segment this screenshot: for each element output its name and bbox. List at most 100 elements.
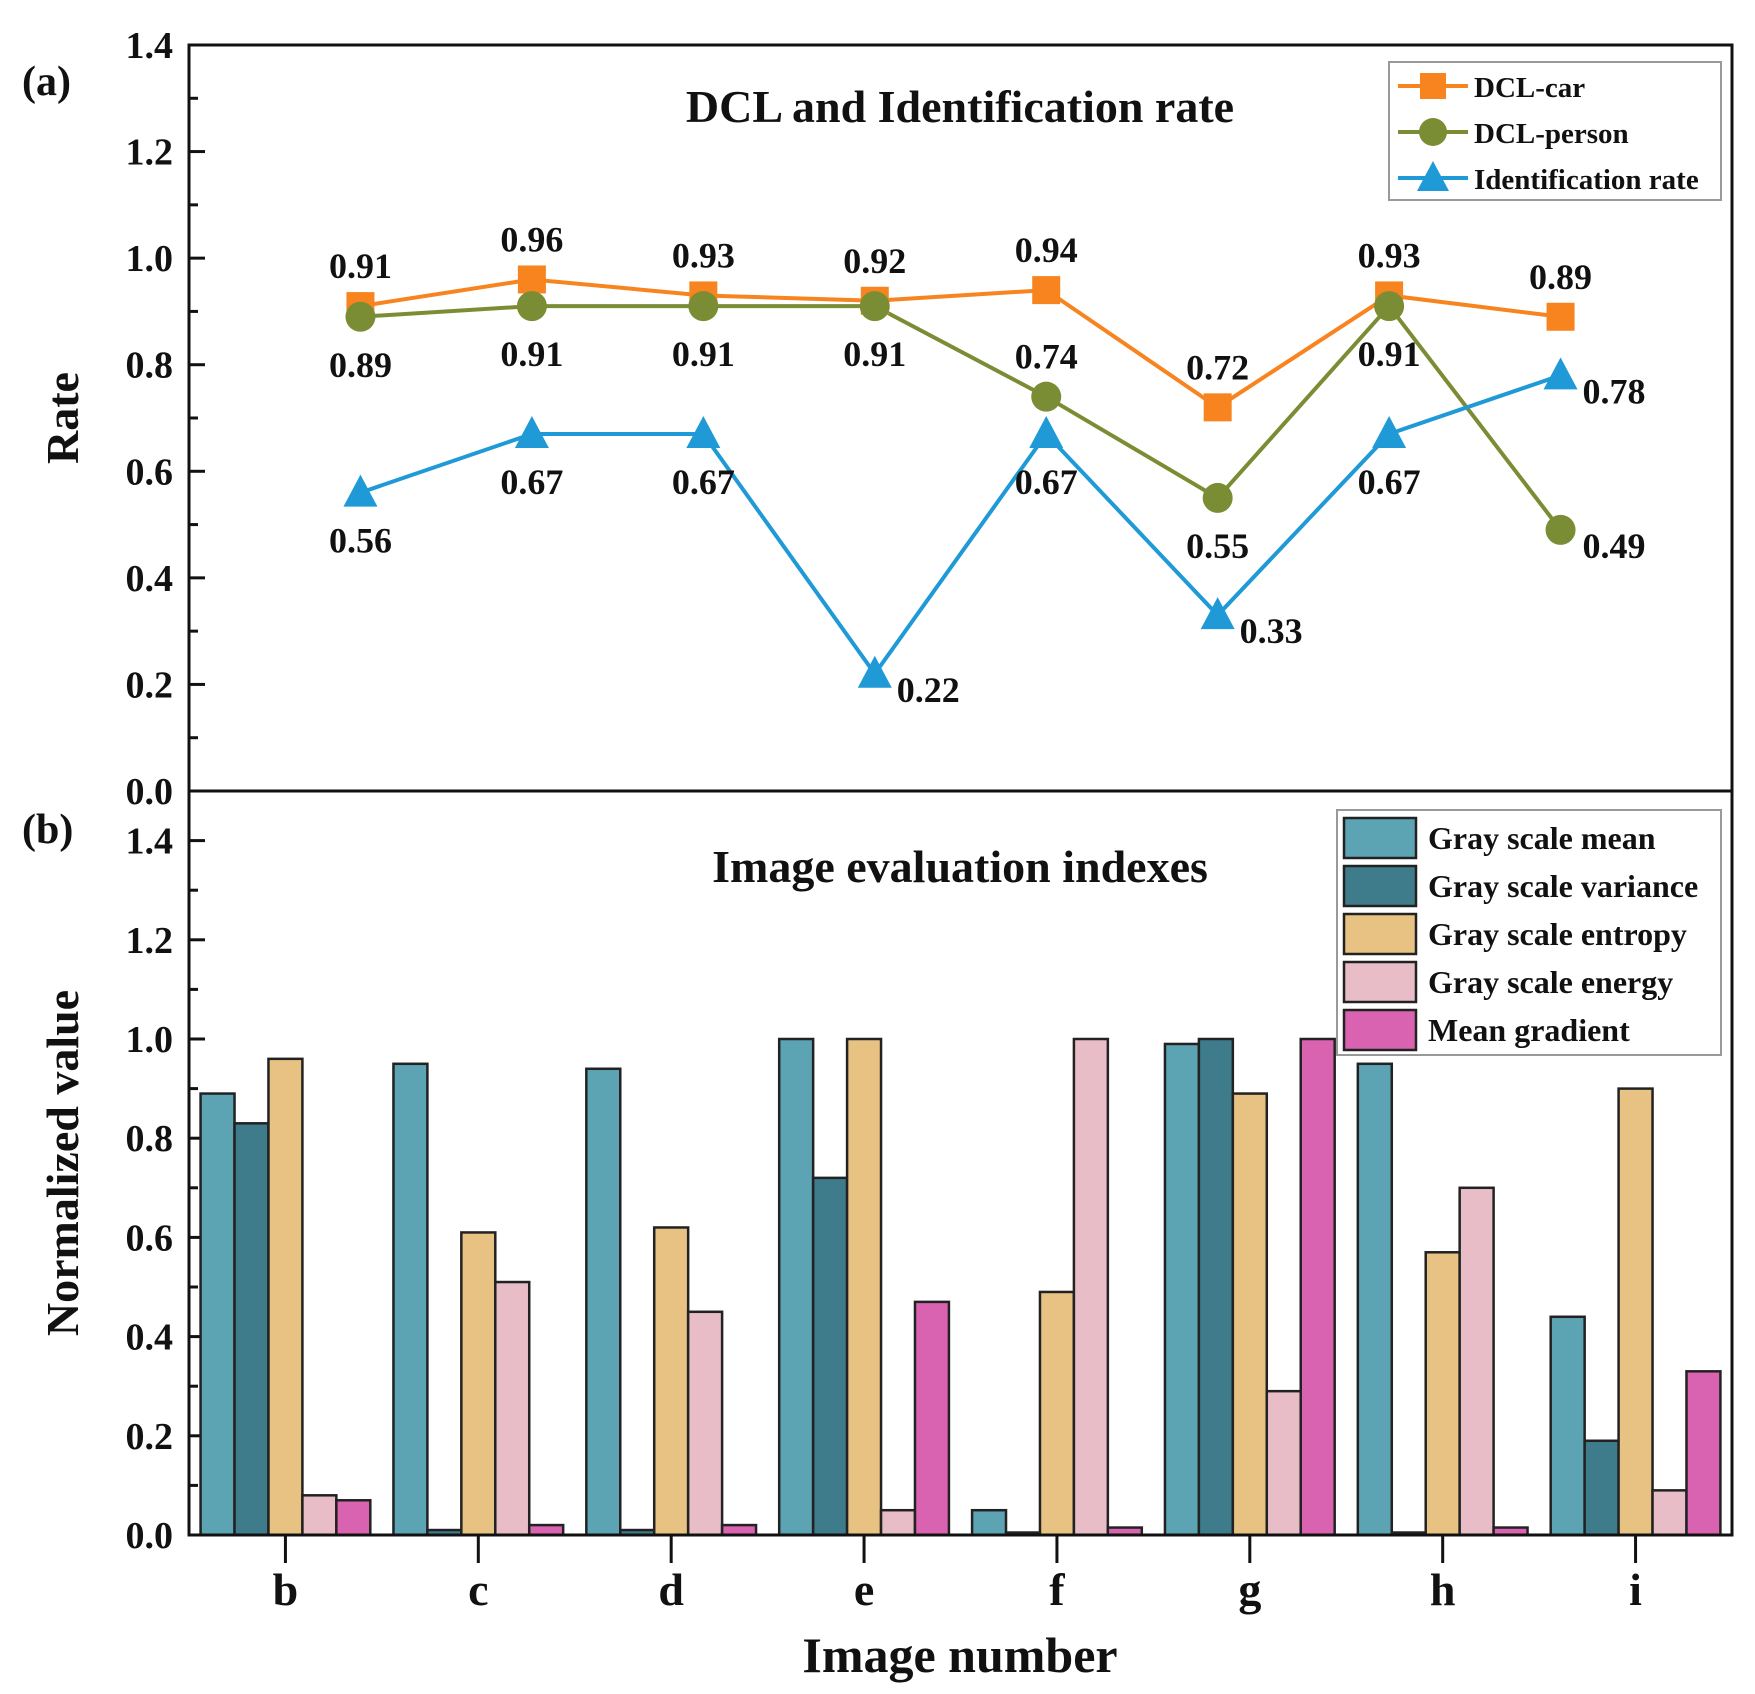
panel-a-y-axis-label: Rate xyxy=(37,372,88,464)
panel-b-bar-chart: 0.0 0.2 0.4 0.6 0.8 1.0 1.2 1.4 b c d e f g h i Gray sca… xyxy=(126,809,1722,1615)
data-point-dcl-car xyxy=(517,265,546,294)
panel-a-y-tick-label: 0.4 xyxy=(126,558,174,600)
data-point-identification-rate xyxy=(343,474,378,507)
legend-marker xyxy=(1419,118,1447,146)
data-label-dcl-car: 0.92 xyxy=(843,241,906,281)
data-point-dcl-person xyxy=(1202,482,1233,513)
data-label-identification-rate: 0.22 xyxy=(897,670,960,710)
legend-label: DCL-car xyxy=(1474,72,1585,104)
bar-gray-scale-variance xyxy=(1583,1439,1620,1537)
bar-gray-scale-entropy xyxy=(845,1037,883,1537)
data-label-dcl-car: 0.91 xyxy=(329,246,392,286)
data-label-dcl-person: 0.91 xyxy=(843,334,906,374)
panel-b-y-axis-label: Normalized value xyxy=(37,990,88,1336)
data-point-dcl-person xyxy=(1031,381,1062,412)
bar-gray-scale-energy xyxy=(879,1508,917,1537)
panel-b-legend: Gray scale mean Gray scale variance Gray s… xyxy=(1336,809,1722,1056)
data-label-dcl-person: 0.55 xyxy=(1186,526,1249,566)
data-label-dcl-car: 0.94 xyxy=(1015,230,1078,270)
bar-gray-scale-energy xyxy=(1072,1037,1110,1537)
bar-gray-scale-entropy xyxy=(460,1231,497,1537)
data-point-dcl-car xyxy=(1546,302,1575,331)
bar-gray-scale-entropy xyxy=(267,1057,304,1537)
panel-b-x-tick-label: b xyxy=(273,1564,299,1615)
panel-a-y-tick-label: 1.4 xyxy=(126,25,174,67)
data-point-dcl-person xyxy=(859,291,890,322)
panel-b-y-tick-label: 0.8 xyxy=(126,1118,174,1160)
legend-label: Gray scale entropy xyxy=(1428,916,1687,952)
panel-b-x-tick-label: g xyxy=(1238,1564,1261,1615)
panel-b-y-tick-label: 1.2 xyxy=(126,920,174,962)
data-label-identification-rate: 0.56 xyxy=(329,521,392,561)
bar-gray-scale-mean xyxy=(1163,1042,1201,1537)
data-label-identification-rate: 0.78 xyxy=(1583,371,1646,411)
bar-gray-scale-energy xyxy=(301,1494,338,1537)
data-label-dcl-car: 0.93 xyxy=(1358,235,1421,275)
panel-b-y-tick-label: 0.2 xyxy=(126,1416,174,1458)
data-label-dcl-person: 0.89 xyxy=(329,345,392,385)
series-line-identification-rate xyxy=(359,373,1562,678)
bar-gray-scale-energy xyxy=(1458,1186,1495,1537)
data-point-identification-rate xyxy=(1029,415,1064,448)
panel-b-x-tick-label: c xyxy=(468,1564,488,1615)
bar-gray-scale-entropy xyxy=(1231,1092,1269,1537)
panel-b-y-tick-label: 0.6 xyxy=(126,1217,174,1259)
bar-mean-gradient xyxy=(1685,1370,1722,1537)
data-label-dcl-car: 0.89 xyxy=(1529,257,1592,297)
legend-label: Gray scale energy xyxy=(1428,964,1673,1000)
data-label-dcl-car: 0.72 xyxy=(1186,347,1249,387)
panel-a-title: DCL and Identification rate xyxy=(686,81,1234,132)
bar-gray-scale-variance xyxy=(233,1122,270,1537)
data-point-dcl-person xyxy=(1545,514,1576,545)
data-label-identification-rate: 0.67 xyxy=(672,462,735,502)
panel-b-x-tick-label: d xyxy=(658,1564,684,1615)
bar-gray-scale-energy xyxy=(1651,1489,1688,1537)
legend-swatch xyxy=(1342,912,1418,956)
data-point-dcl-person xyxy=(688,291,719,322)
bar-mean-gradient xyxy=(1299,1037,1336,1537)
data-point-dcl-person xyxy=(1374,291,1405,322)
legend-label: DCL-person xyxy=(1474,118,1629,150)
panel-a-y-tick-label: 0.2 xyxy=(126,664,174,706)
bar-mean-gradient xyxy=(335,1499,372,1537)
panel-b-tag: (b) xyxy=(22,807,73,853)
legend-marker xyxy=(1420,73,1446,99)
series-line-dcl-person xyxy=(360,302,1563,532)
panel-a-y-tick-label: 1.0 xyxy=(126,238,174,280)
panel-b-y-tick-label: 1.0 xyxy=(126,1019,174,1061)
data-point-dcl-person xyxy=(516,291,547,322)
panel-a-tag: (a) xyxy=(22,59,71,105)
bar-gray-scale-mean xyxy=(1549,1315,1586,1537)
panel-b-x-tick-label: i xyxy=(1629,1564,1642,1615)
bar-gray-scale-mean xyxy=(777,1037,815,1537)
bar-gray-scale-entropy xyxy=(1038,1290,1076,1537)
panel-a-y-tick-label: 0.8 xyxy=(126,345,174,387)
data-label-identification-rate: 0.67 xyxy=(1015,462,1078,502)
data-point-identification-rate xyxy=(1543,357,1578,390)
data-point-dcl-person xyxy=(345,301,376,332)
legend-label: Mean gradient xyxy=(1428,1012,1630,1048)
data-label-dcl-person: 0.91 xyxy=(500,334,563,374)
bar-gray-scale-energy xyxy=(686,1310,724,1537)
panel-b-y-tick-label: 0.4 xyxy=(126,1317,174,1359)
data-point-identification-rate xyxy=(686,415,721,448)
data-point-dcl-car xyxy=(1203,393,1232,422)
panel-b-y-tick-label: 0.0 xyxy=(126,1515,174,1557)
data-label-dcl-car: 0.93 xyxy=(672,235,735,275)
panel-a-line-chart: 0.0 0.2 0.4 0.6 0.8 1.0 1.2 1.4 0.91 0.96 0.93 0.92… xyxy=(126,25,1722,813)
bar-gray-scale-entropy xyxy=(652,1226,690,1537)
panel-a-y-tick-label: 0.6 xyxy=(126,451,174,493)
legend-swatch xyxy=(1342,960,1418,1004)
panel-b-y-tick-label: 1.4 xyxy=(126,821,174,863)
data-label-dcl-person: 0.74 xyxy=(1015,337,1078,377)
legend-label: Gray scale mean xyxy=(1428,820,1656,856)
data-point-identification-rate xyxy=(857,655,892,688)
data-label-dcl-person: 0.91 xyxy=(1358,334,1421,374)
panel-a-y-tick-label: 1.2 xyxy=(126,132,174,174)
bar-gray-scale-energy xyxy=(494,1280,531,1537)
bar-gray-scale-variance xyxy=(1197,1037,1235,1537)
panel-a-legend: DCL-car DCL-person Identification rate xyxy=(1388,61,1722,201)
data-label-dcl-car: 0.96 xyxy=(500,219,563,259)
data-point-identification-rate xyxy=(514,415,549,448)
